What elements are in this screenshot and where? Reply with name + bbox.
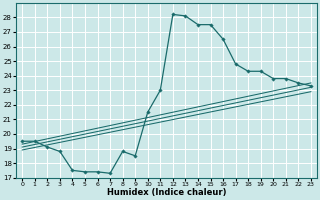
- X-axis label: Humidex (Indice chaleur): Humidex (Indice chaleur): [107, 188, 226, 197]
